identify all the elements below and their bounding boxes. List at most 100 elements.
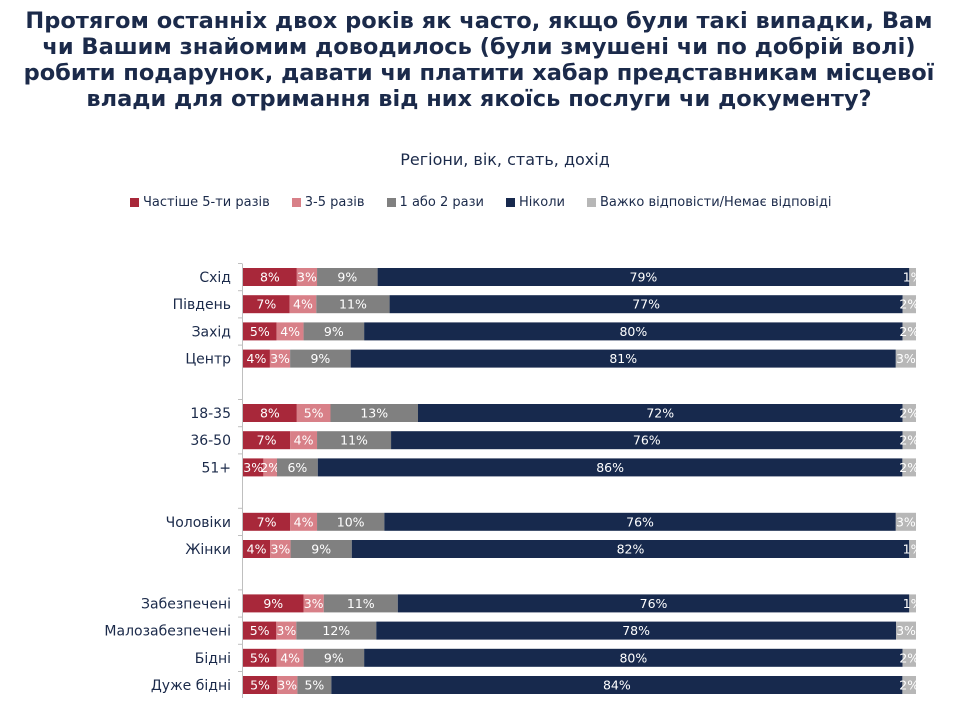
legend-swatch xyxy=(506,197,516,207)
category-label: Жінки xyxy=(185,542,231,558)
data-label: 2% xyxy=(899,324,919,339)
bar-segment xyxy=(896,621,916,640)
category-label: 18-35 xyxy=(190,406,231,422)
data-label: 4% xyxy=(280,650,300,665)
data-label: 2% xyxy=(899,678,919,693)
data-label: 80% xyxy=(619,650,647,665)
data-label: 76% xyxy=(640,596,668,611)
legend-swatch xyxy=(586,197,596,207)
bar-segment xyxy=(243,594,304,613)
data-label: 4% xyxy=(247,351,267,366)
bar-segment xyxy=(364,322,903,341)
bar-segment xyxy=(290,349,351,368)
bar-segment xyxy=(243,621,277,640)
category-label: 51+ xyxy=(201,460,231,476)
bar-segment xyxy=(364,648,903,667)
category-label: Дуже бідні xyxy=(151,678,231,694)
data-label: 4% xyxy=(293,297,313,312)
bar-segment xyxy=(895,512,916,531)
category-label: Бідні xyxy=(195,651,231,667)
data-label: 3% xyxy=(277,678,297,693)
data-label: 3% xyxy=(304,596,324,611)
data-label: 2% xyxy=(899,460,919,475)
data-label: 84% xyxy=(603,678,631,693)
bar-segment xyxy=(902,458,916,477)
bar-segment xyxy=(243,648,277,667)
bar-segment xyxy=(902,404,916,422)
bar-segment xyxy=(389,295,903,314)
data-label: 9% xyxy=(324,650,344,665)
data-label: 4% xyxy=(294,514,314,529)
bar-segment xyxy=(276,676,298,694)
data-label: 11% xyxy=(339,297,367,312)
bar-segment xyxy=(296,621,377,640)
data-label: 3% xyxy=(896,623,916,638)
bar-segment xyxy=(243,676,277,694)
data-label: 72% xyxy=(646,406,674,421)
bar-segment xyxy=(303,648,365,667)
data-label: 82% xyxy=(617,542,645,557)
bar-segment xyxy=(270,540,291,558)
category-label: Південь xyxy=(173,297,231,313)
legend-item: 1 або 2 рази xyxy=(386,195,484,210)
data-label: 5% xyxy=(304,406,324,421)
bar-segment xyxy=(909,594,916,613)
bar-segment xyxy=(323,594,398,613)
data-label: 1% xyxy=(903,542,923,557)
data-label: 81% xyxy=(609,351,637,366)
bar-segment xyxy=(276,458,318,477)
legend-item: Важко відповісти/Немає відповіді xyxy=(586,195,831,210)
bar-segment xyxy=(290,540,352,558)
data-label: 1% xyxy=(903,596,923,611)
data-label: 3% xyxy=(896,351,916,366)
category-label: Забезпечені xyxy=(141,596,231,612)
data-label: 11% xyxy=(347,596,375,611)
data-label: 4% xyxy=(294,433,314,448)
bar-segment xyxy=(276,648,304,667)
bar-segment xyxy=(397,594,910,613)
category-label: Чоловіки xyxy=(166,515,231,531)
bar-segment xyxy=(391,431,903,450)
legend-item: 3-5 разів xyxy=(291,195,365,210)
bar-segment xyxy=(243,431,291,450)
bar-segment xyxy=(243,458,264,477)
data-label: 7% xyxy=(256,297,276,312)
data-label: 2% xyxy=(260,460,280,475)
bar-segment xyxy=(317,512,385,531)
bar-segment xyxy=(276,621,297,640)
data-label: 3% xyxy=(297,270,317,285)
data-label: 7% xyxy=(257,433,277,448)
bar-segment xyxy=(377,268,910,286)
legend-swatch xyxy=(130,197,139,207)
data-label: 86% xyxy=(596,460,624,475)
bar-segment xyxy=(303,322,365,341)
bar-segment xyxy=(243,540,271,558)
data-label: 10% xyxy=(337,514,365,529)
data-label: 3% xyxy=(270,351,290,366)
bar-segment xyxy=(296,268,318,286)
data-label: 13% xyxy=(360,406,388,421)
data-label: 76% xyxy=(626,514,654,529)
data-label: 5% xyxy=(250,623,270,638)
bar-segment xyxy=(902,676,916,694)
data-label: 9% xyxy=(324,324,344,339)
bar-segment xyxy=(243,322,277,341)
data-label: 79% xyxy=(630,270,658,285)
legend-label: Ніколи xyxy=(519,194,565,210)
data-label: 12% xyxy=(322,623,350,638)
bar-segment xyxy=(289,295,317,314)
data-label: 9% xyxy=(310,351,330,366)
bar-segment xyxy=(276,322,304,341)
bar-segment xyxy=(902,322,916,341)
data-label: 1% xyxy=(903,270,923,285)
data-label: 9% xyxy=(337,270,357,285)
category-label: Захід xyxy=(192,324,231,340)
data-label: 9% xyxy=(311,542,331,557)
data-label: 4% xyxy=(280,324,300,339)
legend-swatch xyxy=(386,197,396,207)
data-label: 3% xyxy=(243,460,263,475)
bar-segment xyxy=(243,295,290,314)
data-label: 5% xyxy=(304,678,324,693)
legend: Частіше 5-ти разів 3-5 разів 1 або 2 рази Н… xyxy=(130,193,853,211)
bar-segment xyxy=(350,349,896,368)
